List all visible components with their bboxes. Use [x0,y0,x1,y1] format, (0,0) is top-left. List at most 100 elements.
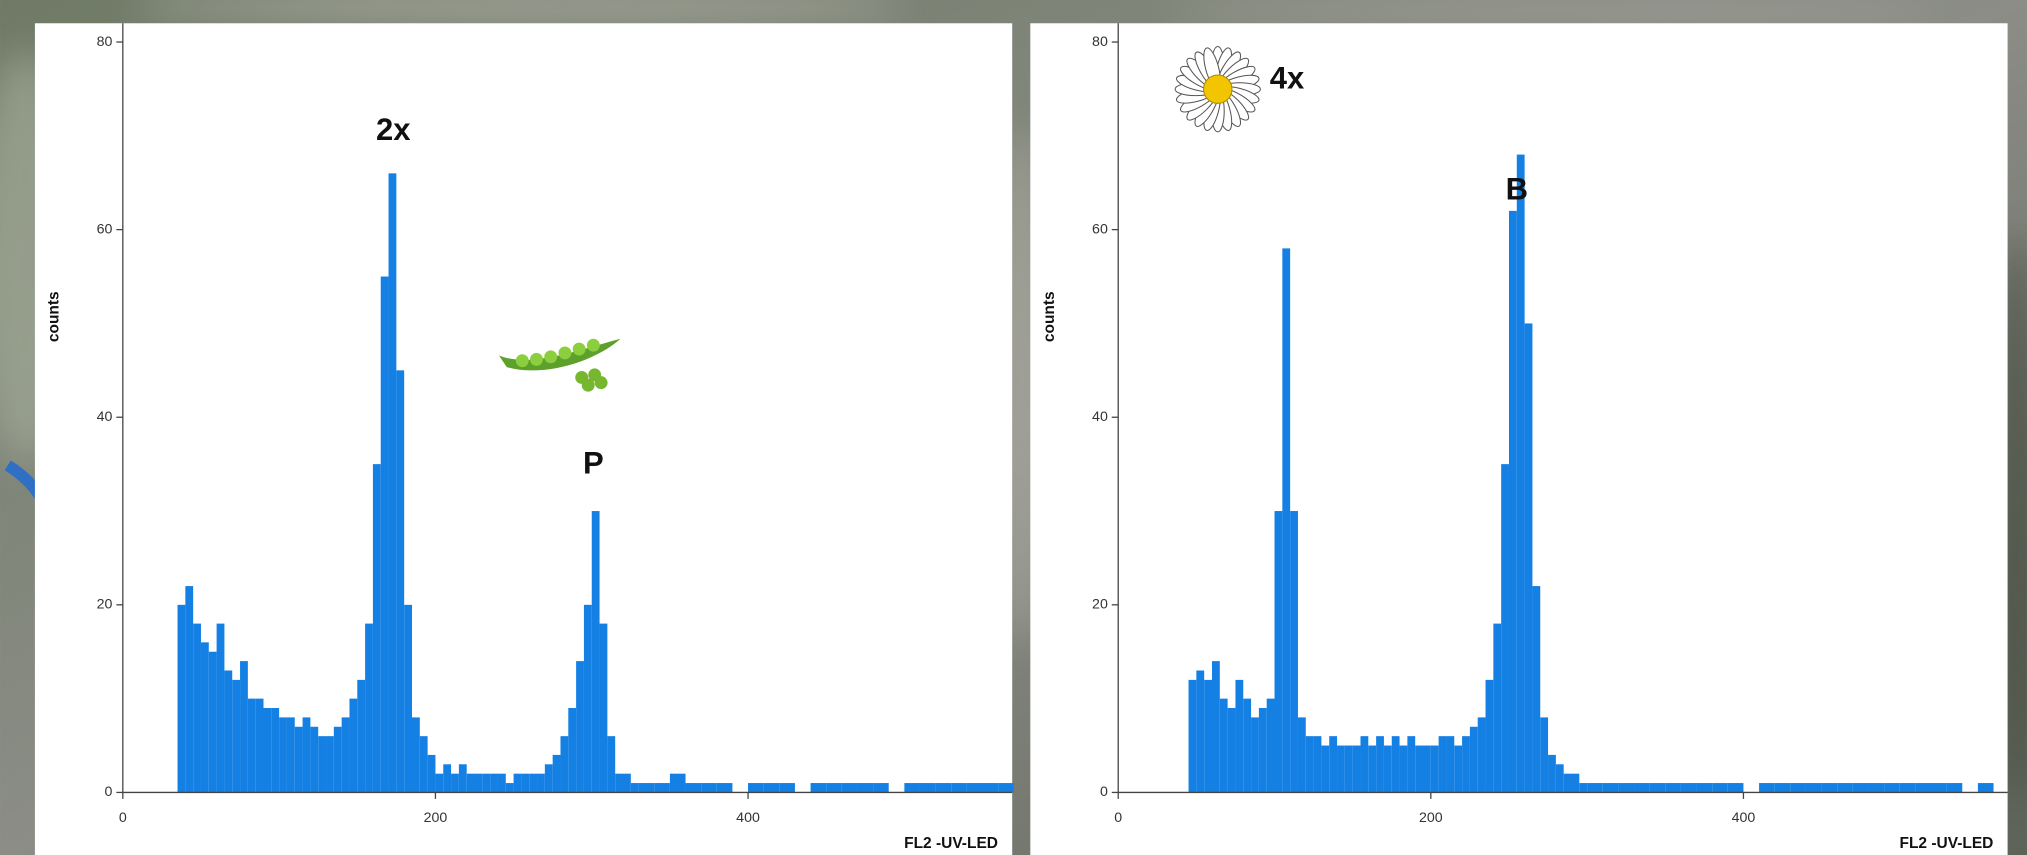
bar [701,783,717,793]
bar [349,698,358,793]
x-tick-label: 400 [1732,810,1756,826]
bar [544,764,553,793]
bar [419,736,428,793]
bar [294,726,303,793]
bar [1368,745,1377,793]
bar [654,783,670,793]
bar [1587,783,1603,793]
y-tick-label: 20 [1092,597,1108,613]
bar [568,708,577,793]
bar [763,783,780,793]
x-axis-label: FL2 -UV-LED [904,835,998,852]
bar [748,783,764,793]
bar [1571,773,1580,793]
bar [1485,679,1494,793]
bar [1305,736,1314,793]
bar [513,773,522,793]
bar [380,276,389,793]
bar [505,783,514,793]
bar [810,783,827,793]
bar [1438,736,1447,793]
bar [576,661,584,793]
bar [623,773,631,793]
y-tick-label: 60 [97,221,113,237]
bar [1352,745,1361,793]
bar [1540,717,1549,793]
bar [193,623,201,793]
bar [1423,745,1431,793]
bar [1399,745,1408,793]
bar [1430,745,1439,793]
bar [1602,783,1619,793]
bar [1297,717,1306,793]
bar [200,642,209,793]
bar [1391,736,1400,793]
y-tick-label: 80 [1092,34,1108,50]
bar [716,783,733,793]
bar [263,708,272,793]
bar [185,586,194,793]
bar [951,783,967,793]
bar [1477,717,1486,793]
bar [326,736,334,793]
bar [497,773,506,793]
bar [982,783,999,793]
bar [841,783,858,793]
bar [1376,736,1384,793]
bar [1415,745,1424,793]
bar [1837,783,1853,793]
bar [1462,736,1470,793]
bar [1204,679,1212,793]
y-tick-label: 60 [1092,221,1108,237]
bar [826,783,842,793]
bar [458,764,467,793]
bar [411,717,420,793]
bar [427,754,436,793]
bar [1227,708,1236,793]
bar [904,783,920,793]
bar [779,783,795,793]
bar [1759,783,1775,793]
bar [1805,783,1822,793]
bar [396,370,405,793]
bar [1696,783,1713,793]
bar [177,604,186,793]
y-tick-label: 80 [97,34,113,50]
daisy-icon [1174,46,1261,133]
bar [1727,783,1744,793]
annotation: 4x [1270,60,1305,95]
x-tick-label: 200 [1419,810,1443,826]
y-tick-label: 40 [1092,409,1108,425]
bar [1493,623,1502,793]
bar [1282,248,1291,793]
x-tick-label: 0 [119,810,127,826]
bar [1266,698,1275,793]
bar [685,783,702,793]
bar [1977,783,1994,793]
y-tick-label: 0 [1100,784,1108,800]
y-tick-label: 20 [97,597,113,613]
bar [318,736,327,793]
bar [271,708,280,793]
bar [435,773,444,793]
bar [1344,745,1353,793]
bar [302,717,311,793]
bar [1618,783,1635,793]
bar [1524,323,1533,793]
bar [1243,698,1252,793]
annotation: B [1506,172,1528,207]
bar [1649,783,1666,793]
bar [1665,783,1681,793]
bar [857,783,874,793]
bar [1196,670,1205,793]
bar [537,773,545,793]
bar [1774,783,1791,793]
bar [1235,679,1244,793]
bar [232,679,241,793]
bar [208,651,217,793]
x-tick-label: 400 [736,810,760,826]
bar [1868,783,1885,793]
bar [591,511,600,793]
bar [1383,745,1392,793]
